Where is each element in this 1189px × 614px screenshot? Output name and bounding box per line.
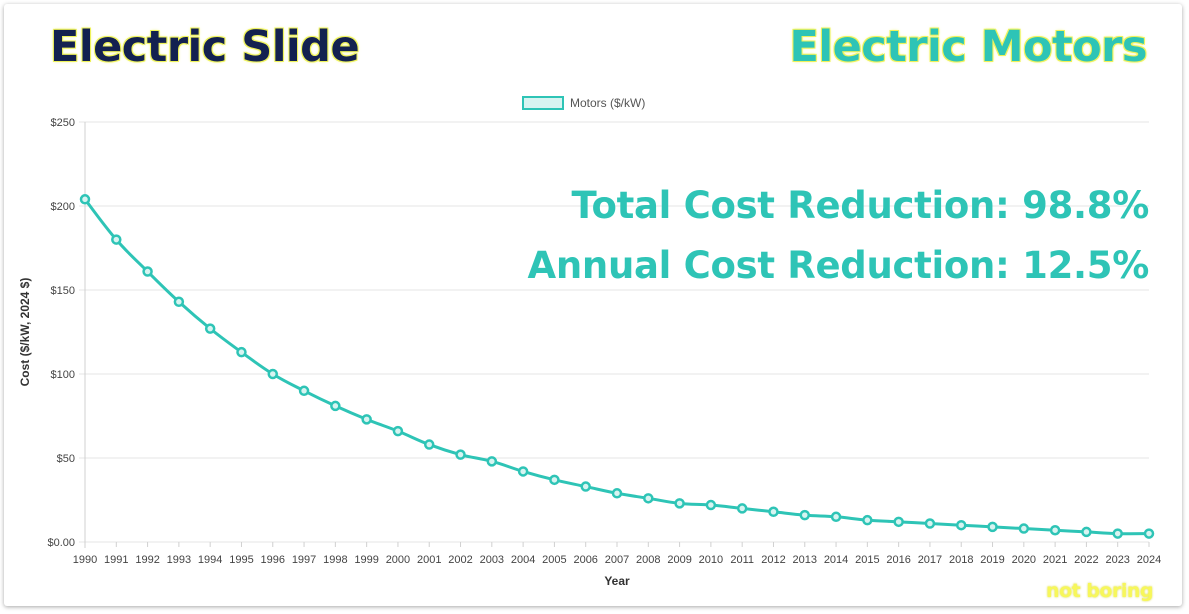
- x-tick-label: 2001: [417, 554, 441, 566]
- x-tick-label: 2005: [542, 554, 566, 566]
- data-point[interactable]: [580, 481, 591, 492]
- data-point[interactable]: [862, 514, 873, 526]
- chart-title: Electric Motors: [789, 22, 1148, 72]
- brand-watermark: not boring: [1046, 580, 1153, 602]
- y-tick-label: $200: [51, 201, 75, 213]
- data-point[interactable]: [423, 439, 435, 450]
- data-point[interactable]: [455, 449, 466, 460]
- x-tick-label: 2002: [448, 554, 472, 566]
- data-point[interactable]: [893, 516, 904, 528]
- data-point[interactable]: [705, 499, 717, 511]
- data-point[interactable]: [1081, 526, 1092, 538]
- x-tick-label: 2014: [824, 554, 848, 566]
- data-point[interactable]: [204, 323, 216, 334]
- data-point[interactable]: [643, 493, 654, 504]
- x-axis-title: Year: [604, 574, 630, 588]
- x-axis-ticks: 1990 1991 1992 1993 1994 1995 1996 1997 1998 1999…: [73, 542, 1161, 566]
- y-tick-label: $50: [57, 453, 75, 465]
- data-point[interactable]: [1143, 528, 1155, 539]
- y-axis-ticks: $0.00 $50 $100 $150 $200 $250: [47, 117, 75, 549]
- x-tick-label: 1991: [104, 554, 128, 566]
- x-tick-label: 2022: [1074, 554, 1098, 566]
- x-tick-label: 2008: [636, 554, 660, 566]
- chart-card: [4, 4, 1182, 606]
- y-axis-title: Cost ($/kW, 2024 $): [18, 278, 32, 387]
- x-tick-label: 2003: [480, 554, 504, 566]
- legend-label: Motors ($/kW): [570, 96, 646, 110]
- x-tick-label: 1993: [167, 554, 191, 566]
- grid-lines: [79, 121, 1149, 548]
- data-point[interactable]: [298, 385, 310, 397]
- x-tick-label: 2020: [1012, 554, 1036, 566]
- data-point[interactable]: [549, 474, 560, 486]
- x-tick-label: 2015: [855, 554, 879, 566]
- data-point[interactable]: [111, 234, 122, 245]
- x-tick-label: 2016: [886, 554, 910, 566]
- data-point[interactable]: [955, 519, 967, 531]
- data-point[interactable]: [987, 521, 998, 533]
- total-cost-reduction: Total Cost Reduction: 98.8%: [571, 184, 1149, 227]
- chart-legend[interactable]: Motors ($/kW): [522, 96, 645, 110]
- data-point[interactable]: [830, 511, 842, 523]
- data-point[interactable]: [142, 266, 153, 277]
- x-tick-label: 2006: [573, 554, 597, 566]
- data-point[interactable]: [392, 425, 404, 437]
- data-point[interactable]: [1112, 528, 1123, 539]
- x-tick-label: 2007: [605, 554, 629, 566]
- legend-swatch: [522, 96, 564, 110]
- data-point[interactable]: [361, 414, 372, 425]
- data-point[interactable]: [674, 498, 685, 509]
- y-tick-label: $250: [51, 117, 75, 129]
- y-tick-label: $150: [51, 285, 75, 297]
- slide-title: Electric Slide: [50, 22, 360, 72]
- data-point[interactable]: [173, 296, 185, 308]
- x-tick-label: 2019: [980, 554, 1004, 566]
- x-tick-label: 2000: [386, 554, 410, 566]
- data-point[interactable]: [267, 368, 279, 380]
- x-tick-label: 2024: [1137, 554, 1161, 566]
- x-tick-label: 2010: [699, 554, 723, 566]
- annual-cost-reduction: Annual Cost Reduction: 12.5%: [527, 244, 1150, 287]
- x-tick-label: 1999: [354, 554, 378, 566]
- data-point[interactable]: [799, 509, 811, 521]
- x-tick-label: 2017: [918, 554, 942, 566]
- x-tick-label: 2018: [949, 554, 973, 566]
- data-point[interactable]: [1049, 524, 1061, 536]
- data-point[interactable]: [517, 466, 529, 477]
- x-tick-label: 1992: [135, 554, 159, 566]
- y-tick-label: $0.00: [47, 537, 75, 549]
- data-point[interactable]: [1018, 523, 1030, 534]
- x-tick-label: 1994: [198, 554, 222, 566]
- x-tick-label: 2021: [1043, 554, 1067, 566]
- series-points: [79, 194, 1155, 539]
- x-tick-label: 2011: [730, 554, 754, 566]
- x-tick-label: 1998: [323, 554, 347, 566]
- x-tick-label: 2009: [667, 554, 691, 566]
- data-point[interactable]: [924, 518, 936, 529]
- data-point[interactable]: [330, 400, 341, 412]
- x-tick-label: 2012: [761, 554, 785, 566]
- data-point[interactable]: [768, 506, 779, 518]
- data-point[interactable]: [236, 346, 247, 358]
- data-point[interactable]: [486, 456, 498, 467]
- data-point[interactable]: [736, 503, 748, 514]
- x-tick-label: 1996: [261, 554, 285, 566]
- x-tick-label: 1990: [73, 554, 97, 566]
- x-tick-label: 1995: [229, 554, 253, 566]
- x-tick-label: 2023: [1105, 554, 1129, 566]
- x-tick-label: 2004: [511, 554, 535, 566]
- x-tick-label: 2013: [793, 554, 817, 566]
- data-point[interactable]: [79, 194, 91, 205]
- y-tick-label: $100: [51, 369, 75, 381]
- data-point[interactable]: [611, 488, 623, 499]
- x-tick-label: 1997: [292, 554, 316, 566]
